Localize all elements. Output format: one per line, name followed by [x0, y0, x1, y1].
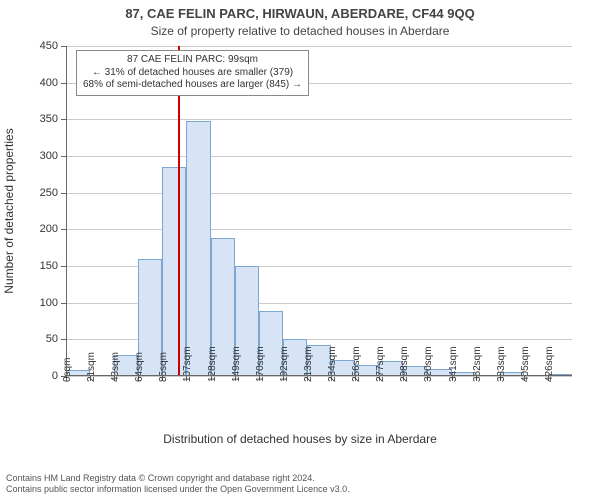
x-tick-label: 170sqm	[255, 346, 266, 382]
x-tick-label: 192sqm	[279, 346, 290, 382]
y-tick	[61, 303, 66, 304]
y-tick	[61, 193, 66, 194]
x-tick-label: 21sqm	[86, 352, 97, 382]
x-tick-label: 0sqm	[62, 358, 73, 382]
chart-subtitle: Size of property relative to detached ho…	[0, 24, 600, 38]
histogram-bar	[186, 121, 210, 376]
x-axis-title: Distribution of detached houses by size …	[0, 432, 600, 446]
x-tick-label: 320sqm	[423, 346, 434, 382]
x-tick-label: 383sqm	[496, 346, 507, 382]
x-tick-label: 128sqm	[207, 346, 218, 382]
y-tick	[61, 266, 66, 267]
x-tick-label: 405sqm	[520, 346, 531, 382]
y-tick	[61, 339, 66, 340]
y-tick	[61, 229, 66, 230]
x-tick-label: 85sqm	[158, 352, 169, 382]
x-tick-label: 64sqm	[134, 352, 145, 382]
x-tick-label: 149sqm	[231, 346, 242, 382]
x-tick-label: 213sqm	[303, 346, 314, 382]
y-tick-label: 450	[40, 40, 58, 52]
y-tick	[61, 83, 66, 84]
attribution-line-2: Contains public sector information licen…	[6, 484, 350, 496]
x-tick-label: 256sqm	[351, 346, 362, 382]
y-tick-label: 50	[46, 333, 58, 345]
annotation-line: 87 CAE FELIN PARC: 99sqm	[83, 54, 302, 67]
histogram-bar	[162, 167, 186, 376]
chart-frame: 87, CAE FELIN PARC, HIRWAUN, ABERDARE, C…	[0, 0, 600, 500]
y-tick-label: 200	[40, 223, 58, 235]
plot-area: 0501001502002503003504004500sqm21sqm43sq…	[66, 46, 572, 376]
plot-inner: 0501001502002503003504004500sqm21sqm43sq…	[66, 46, 572, 376]
y-tick-label: 0	[52, 370, 58, 382]
y-tick-label: 350	[40, 113, 58, 125]
x-tick-label: 362sqm	[472, 346, 483, 382]
x-tick-label: 107sqm	[182, 346, 193, 382]
grid-line	[66, 229, 572, 230]
grid-line	[66, 119, 572, 120]
annotation-line: 68% of semi-detached houses are larger (…	[83, 79, 302, 92]
x-tick-label: 341sqm	[448, 346, 459, 382]
y-tick-label: 250	[40, 187, 58, 199]
chart-title: 87, CAE FELIN PARC, HIRWAUN, ABERDARE, C…	[0, 6, 600, 21]
y-tick	[61, 156, 66, 157]
grid-line	[66, 46, 572, 47]
y-tick-label: 300	[40, 150, 58, 162]
y-tick	[61, 46, 66, 47]
y-tick	[61, 119, 66, 120]
x-tick-label: 43sqm	[110, 352, 121, 382]
annotation-line: ← 31% of detached houses are smaller (37…	[83, 67, 302, 80]
attribution: Contains HM Land Registry data © Crown c…	[6, 473, 350, 496]
annotation-box: 87 CAE FELIN PARC: 99sqm← 31% of detache…	[76, 50, 309, 96]
y-tick-label: 400	[40, 77, 58, 89]
x-tick-label: 234sqm	[327, 346, 338, 382]
y-tick-label: 100	[40, 297, 58, 309]
grid-line	[66, 193, 572, 194]
marker-line	[178, 46, 180, 376]
y-tick-label: 150	[40, 260, 58, 272]
grid-line	[66, 156, 572, 157]
x-tick-label: 277sqm	[375, 346, 386, 382]
attribution-line-1: Contains HM Land Registry data © Crown c…	[6, 473, 350, 485]
x-tick-label: 426sqm	[544, 346, 555, 382]
y-axis-title: Number of detached properties	[2, 128, 16, 293]
x-tick-label: 298sqm	[399, 346, 410, 382]
